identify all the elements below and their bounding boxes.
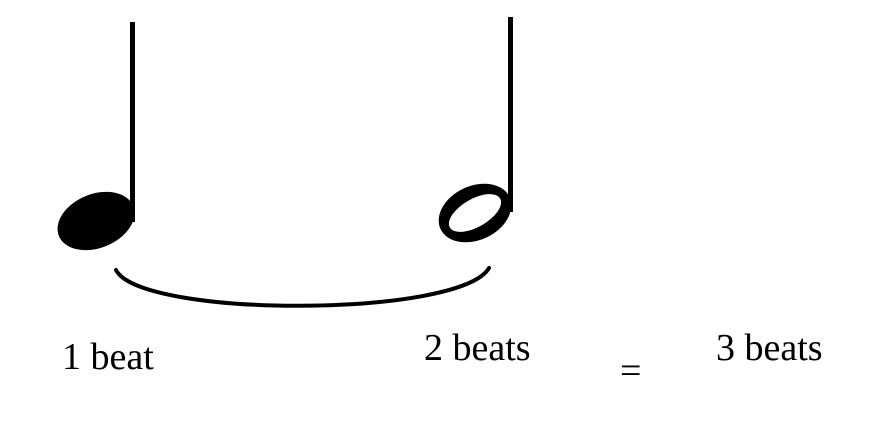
quarter-note-beat-label: 1 beat [62,336,154,378]
quarter-note-icon [57,22,135,251]
equals-sign: = [620,350,642,392]
tie-curve-icon [114,266,491,308]
half-note-beat-label: 2 beats [424,327,531,369]
total-beats-label: 3 beats [716,327,823,369]
half-note-head-hollow [448,194,502,232]
quarter-note-head [57,191,135,251]
half-note-stem [508,17,513,212]
quarter-note-stem [130,22,135,222]
half-note-icon [438,17,513,243]
